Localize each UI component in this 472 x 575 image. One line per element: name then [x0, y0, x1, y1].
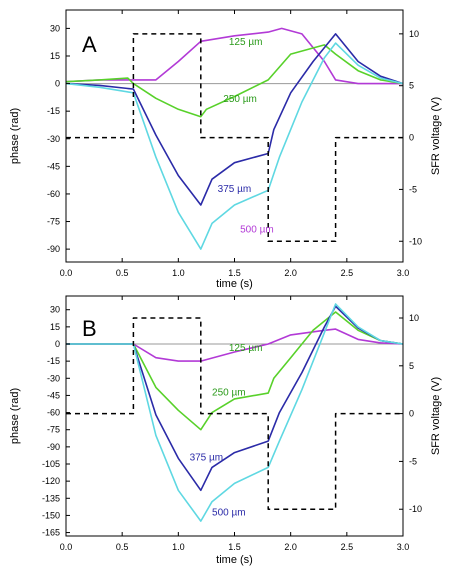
- x-tick-label: 1.0: [172, 542, 185, 552]
- y2-axis-label: SFR voltage (V): [430, 377, 442, 455]
- y2-axis-label: SFR voltage (V): [430, 97, 442, 175]
- y2-tick-label: 10: [409, 29, 419, 39]
- series-line-1: [65, 44, 404, 118]
- series-label: 375 µm: [190, 453, 224, 464]
- x-tick-label: 1.5: [228, 268, 241, 278]
- y-tick-label: -90: [47, 442, 60, 452]
- y-tick-label: -165: [42, 528, 60, 538]
- y-tick-label: -60: [47, 189, 60, 199]
- series-label: 250 µm: [223, 94, 257, 105]
- panel-b: 0.0 0.5 1.0 1.5 2.0 2.5 3.0 30 15 0 -15 -30 -45 -60 -7…: [9, 295, 442, 566]
- plot-frame: [65, 295, 404, 537]
- panel-letter: A: [82, 32, 97, 57]
- series-line-2: [65, 33, 404, 206]
- y-tick-label: -45: [47, 161, 60, 171]
- x-tick-label: 2.5: [341, 268, 354, 278]
- series-label: 500 µm: [212, 507, 246, 518]
- y-tick-label: 0: [55, 339, 60, 349]
- panel-letter: B: [82, 316, 97, 341]
- series-label: 500 µm: [240, 225, 274, 236]
- x-tick-label: 3.0: [397, 542, 410, 552]
- y-tick-label: 15: [50, 322, 60, 332]
- x-axis-label: time (s): [216, 554, 253, 566]
- y-axis-label: phase (rad): [9, 388, 21, 444]
- x-tick-label: 0.0: [60, 268, 73, 278]
- x-tick-label: 2.0: [284, 268, 297, 278]
- x-tick-label: 1.5: [228, 542, 241, 552]
- y-tick-label: -105: [42, 459, 60, 469]
- series-line-0: [65, 27, 403, 85]
- x-tick-label: 3.0: [397, 268, 410, 278]
- series-line-3: [66, 303, 404, 522]
- y2-tick-label: 10: [409, 313, 419, 323]
- y-axis-label: phase (rad): [9, 108, 21, 164]
- y2-tick-label: 5: [409, 81, 414, 91]
- x-tick-label: 0.0: [60, 542, 73, 552]
- y-tick-label: -135: [42, 493, 60, 503]
- series-label: 125 µm: [229, 343, 263, 354]
- series-label: 125 µm: [229, 37, 263, 48]
- y-tick-label: 15: [50, 51, 60, 61]
- series-label: 250 µm: [212, 387, 246, 398]
- y-tick-label: -150: [42, 510, 60, 520]
- y-tick-label: -60: [47, 408, 60, 418]
- sfr-voltage-line: [66, 317, 403, 510]
- y2-tick-label: -10: [409, 236, 422, 246]
- y-tick-label: -75: [47, 217, 60, 227]
- y-tick-label: -30: [47, 134, 60, 144]
- series-line-3: [65, 42, 404, 250]
- series-line-2: [66, 305, 404, 492]
- series-line-1: [66, 311, 404, 431]
- x-tick-label: 0.5: [116, 268, 129, 278]
- y2-tick-label: -5: [409, 456, 417, 466]
- y-tick-label: 30: [50, 23, 60, 33]
- y2-tick-label: -10: [409, 504, 422, 514]
- y2-tick-label: 0: [409, 133, 414, 143]
- y-tick-label: -15: [47, 356, 60, 366]
- series-line-0: [66, 328, 404, 362]
- y-tick-label: -45: [47, 390, 60, 400]
- y2-tick-label: 5: [409, 361, 414, 371]
- sfr-voltage-line: [66, 33, 403, 243]
- y-tick-label: -15: [47, 106, 60, 116]
- panel-a: 0.0 0.5 1.0 1.5 2.0 2.5 3.0 30 15 0 -15 -30 -45 -60 -7…: [9, 9, 442, 290]
- y-tick-label: -75: [47, 425, 60, 435]
- y2-tick-label: -5: [409, 184, 417, 194]
- series-label: 375 µm: [218, 184, 252, 195]
- y-tick-label: 30: [50, 305, 60, 315]
- y-tick-label: 0: [55, 79, 60, 89]
- y-tick-label: -90: [47, 244, 60, 254]
- x-axis-label: time (s): [216, 278, 253, 290]
- y-tick-label: -30: [47, 373, 60, 383]
- y-tick-label: -120: [42, 476, 60, 486]
- x-tick-label: 1.0: [172, 268, 185, 278]
- x-tick-label: 2.0: [284, 542, 297, 552]
- x-tick-label: 0.5: [116, 542, 129, 552]
- x-tick-label: 2.5: [341, 542, 354, 552]
- y2-tick-label: 0: [409, 409, 414, 419]
